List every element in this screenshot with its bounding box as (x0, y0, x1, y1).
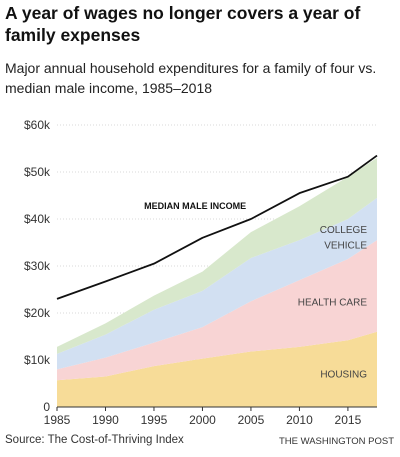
y-tick-label: $60k (24, 118, 51, 132)
x-tick-label: 1990 (92, 413, 119, 427)
y-tick-label: $40k (24, 212, 51, 226)
label-health-care: HEALTH CARE (298, 297, 368, 308)
line-median-male-income (56, 154, 378, 300)
source-note: Source: The Cost-of-Thriving Index (5, 434, 184, 446)
area-vehicle (57, 197, 377, 370)
label-vehicle: VEHICLE (324, 241, 367, 252)
series-labels: MEDIAN MALE INCOME HOUSING HEALTH CARE VEHI… (144, 201, 367, 380)
x-tick-label: 2000 (189, 413, 216, 427)
area-bands (57, 157, 377, 407)
chart-title: A year of wages no longer covers a year … (5, 3, 361, 45)
axes: 0 $10k $20k $30k $40k $50k $60k 1985 1990 1995 200… (24, 118, 377, 427)
x-tick-label: 1995 (141, 413, 168, 427)
label-college: COLLEGE (320, 225, 368, 236)
area-college (57, 157, 377, 354)
x-tick-label: 2010 (286, 413, 313, 427)
x-tick-label: 2005 (238, 413, 265, 427)
income-line (56, 154, 378, 300)
y-tick-label: $50k (24, 165, 51, 179)
label-housing: HOUSING (320, 369, 367, 380)
y-tick-label: $20k (24, 306, 51, 320)
x-tick-label: 1985 (44, 413, 71, 427)
publisher-credit: THE WASHINGTON POST (278, 436, 394, 447)
chart-subtitle: Major annual household expenditures for … (5, 60, 377, 96)
y-tick-label: $10k (24, 353, 51, 367)
area-health-care (57, 240, 377, 381)
x-tick-label: 2015 (335, 413, 362, 427)
y-tick-label: 0 (43, 400, 50, 414)
stacked-area-chart: 0 $10k $20k $30k $40k $50k $60k 1985 1990 1995 200… (24, 118, 378, 427)
area-housing (57, 331, 377, 407)
y-tick-label: $30k (24, 259, 51, 273)
median-male-income-label: MEDIAN MALE INCOME (144, 201, 246, 211)
